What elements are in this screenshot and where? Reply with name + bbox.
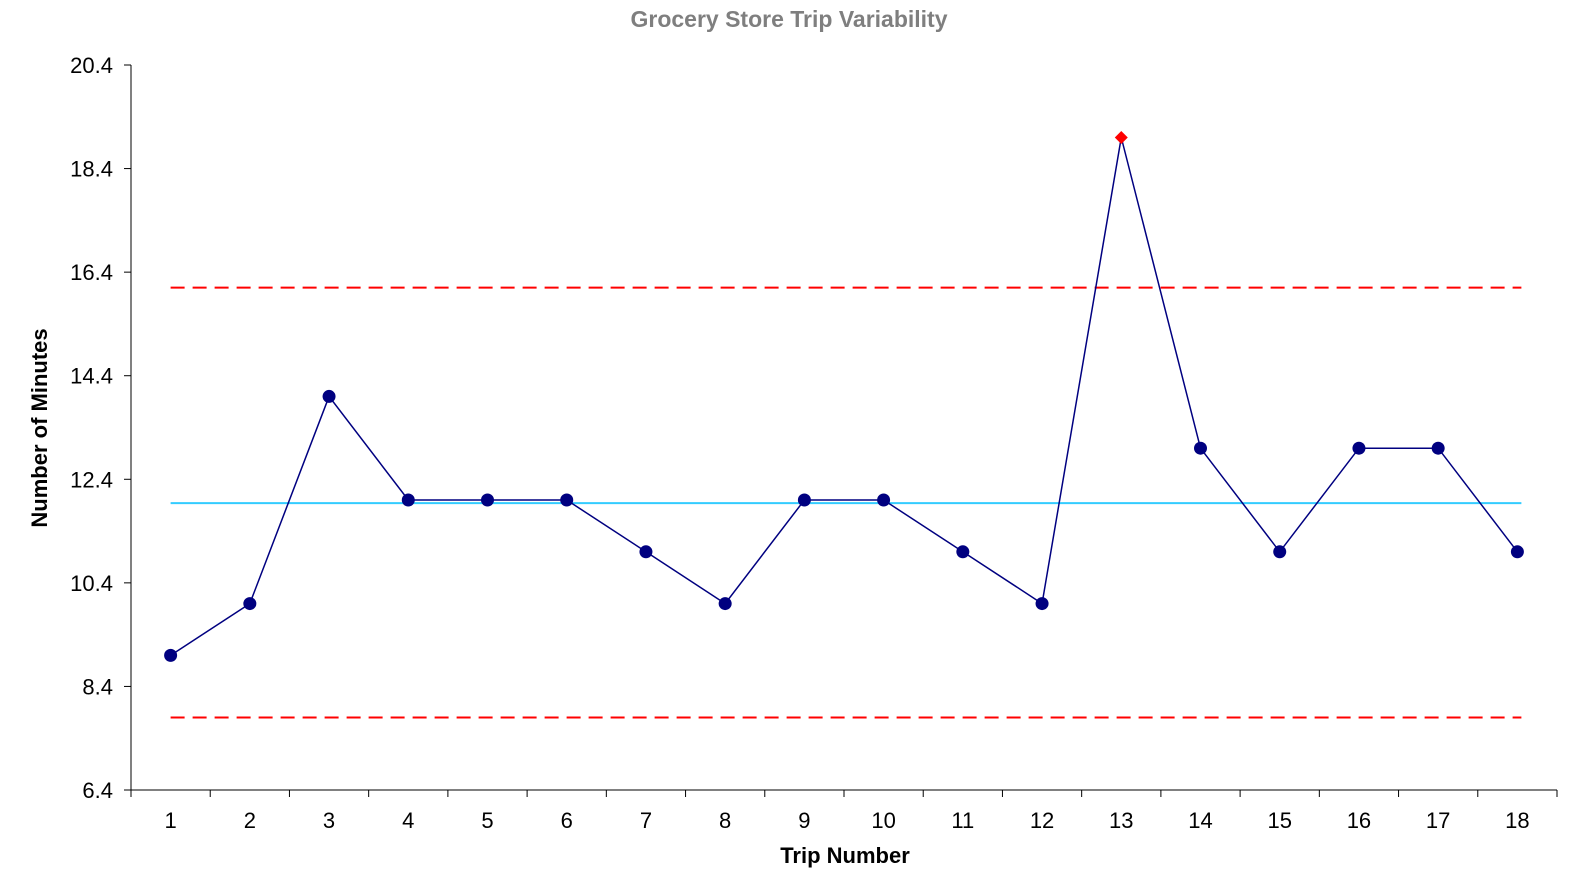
y-ticks: 6.4 8.4 10.4 12.4 14.4 16.4 18.4 20.4 — [70, 53, 131, 803]
x-tick-label: 10 — [871, 808, 895, 833]
data-point — [560, 493, 574, 507]
data-point — [243, 597, 257, 611]
x-tick-label: 8 — [719, 808, 731, 833]
data-point — [797, 493, 811, 507]
x-tick-label: 16 — [1347, 808, 1371, 833]
x-axis-label: Trip Number — [780, 843, 910, 868]
x-tick-label: 17 — [1426, 808, 1450, 833]
data-point — [718, 597, 732, 611]
x-tick-label: 14 — [1188, 808, 1212, 833]
y-tick-label: 10.4 — [70, 571, 113, 596]
data-point — [401, 493, 415, 507]
x-tick-label: 9 — [798, 808, 810, 833]
x-ticks: 1 2 3 4 5 6 7 8 9 10 11 12 13 14 15 16 17 18 — [130, 790, 1558, 833]
y-tick-label: 8.4 — [82, 674, 113, 699]
data-point — [639, 545, 653, 559]
x-tick-label: 5 — [481, 808, 493, 833]
data-point — [1194, 441, 1207, 455]
series-line — [170, 137, 1518, 656]
x-tick-label: 18 — [1505, 808, 1529, 833]
x-tick-label: 3 — [323, 808, 335, 833]
x-tick-label: 15 — [1267, 808, 1291, 833]
data-point-out-of-control — [1114, 131, 1128, 144]
y-axis-label: Number of Minutes — [27, 328, 52, 527]
y-tick-label: 20.4 — [70, 53, 113, 78]
x-tick-label: 2 — [244, 808, 256, 833]
x-tick-label: 12 — [1030, 808, 1054, 833]
data-points — [164, 131, 1524, 662]
y-tick-label: 16.4 — [70, 260, 113, 285]
chart-title: Grocery Store Trip Variability — [630, 6, 947, 32]
data-point — [1273, 545, 1287, 559]
x-tick-label: 7 — [640, 808, 652, 833]
data-point — [1431, 441, 1445, 455]
y-tick-label: 18.4 — [70, 157, 113, 182]
x-tick-label: 4 — [402, 808, 414, 833]
data-point — [1352, 441, 1366, 455]
reference-lines — [170, 286, 1522, 719]
data-point — [322, 389, 336, 403]
x-tick-label: 13 — [1109, 808, 1133, 833]
data-point — [956, 545, 970, 559]
x-tick-label: 11 — [951, 808, 974, 833]
data-point — [164, 648, 178, 662]
y-tick-label: 14.4 — [70, 364, 113, 389]
x-tick-label: 1 — [164, 808, 176, 833]
y-tick-label: 6.4 — [82, 778, 113, 803]
y-tick-label: 12.4 — [70, 467, 113, 492]
data-point — [877, 493, 891, 507]
data-point — [481, 493, 494, 507]
data-point — [1035, 597, 1049, 611]
x-tick-label: 6 — [561, 808, 573, 833]
data-point — [1510, 545, 1524, 559]
